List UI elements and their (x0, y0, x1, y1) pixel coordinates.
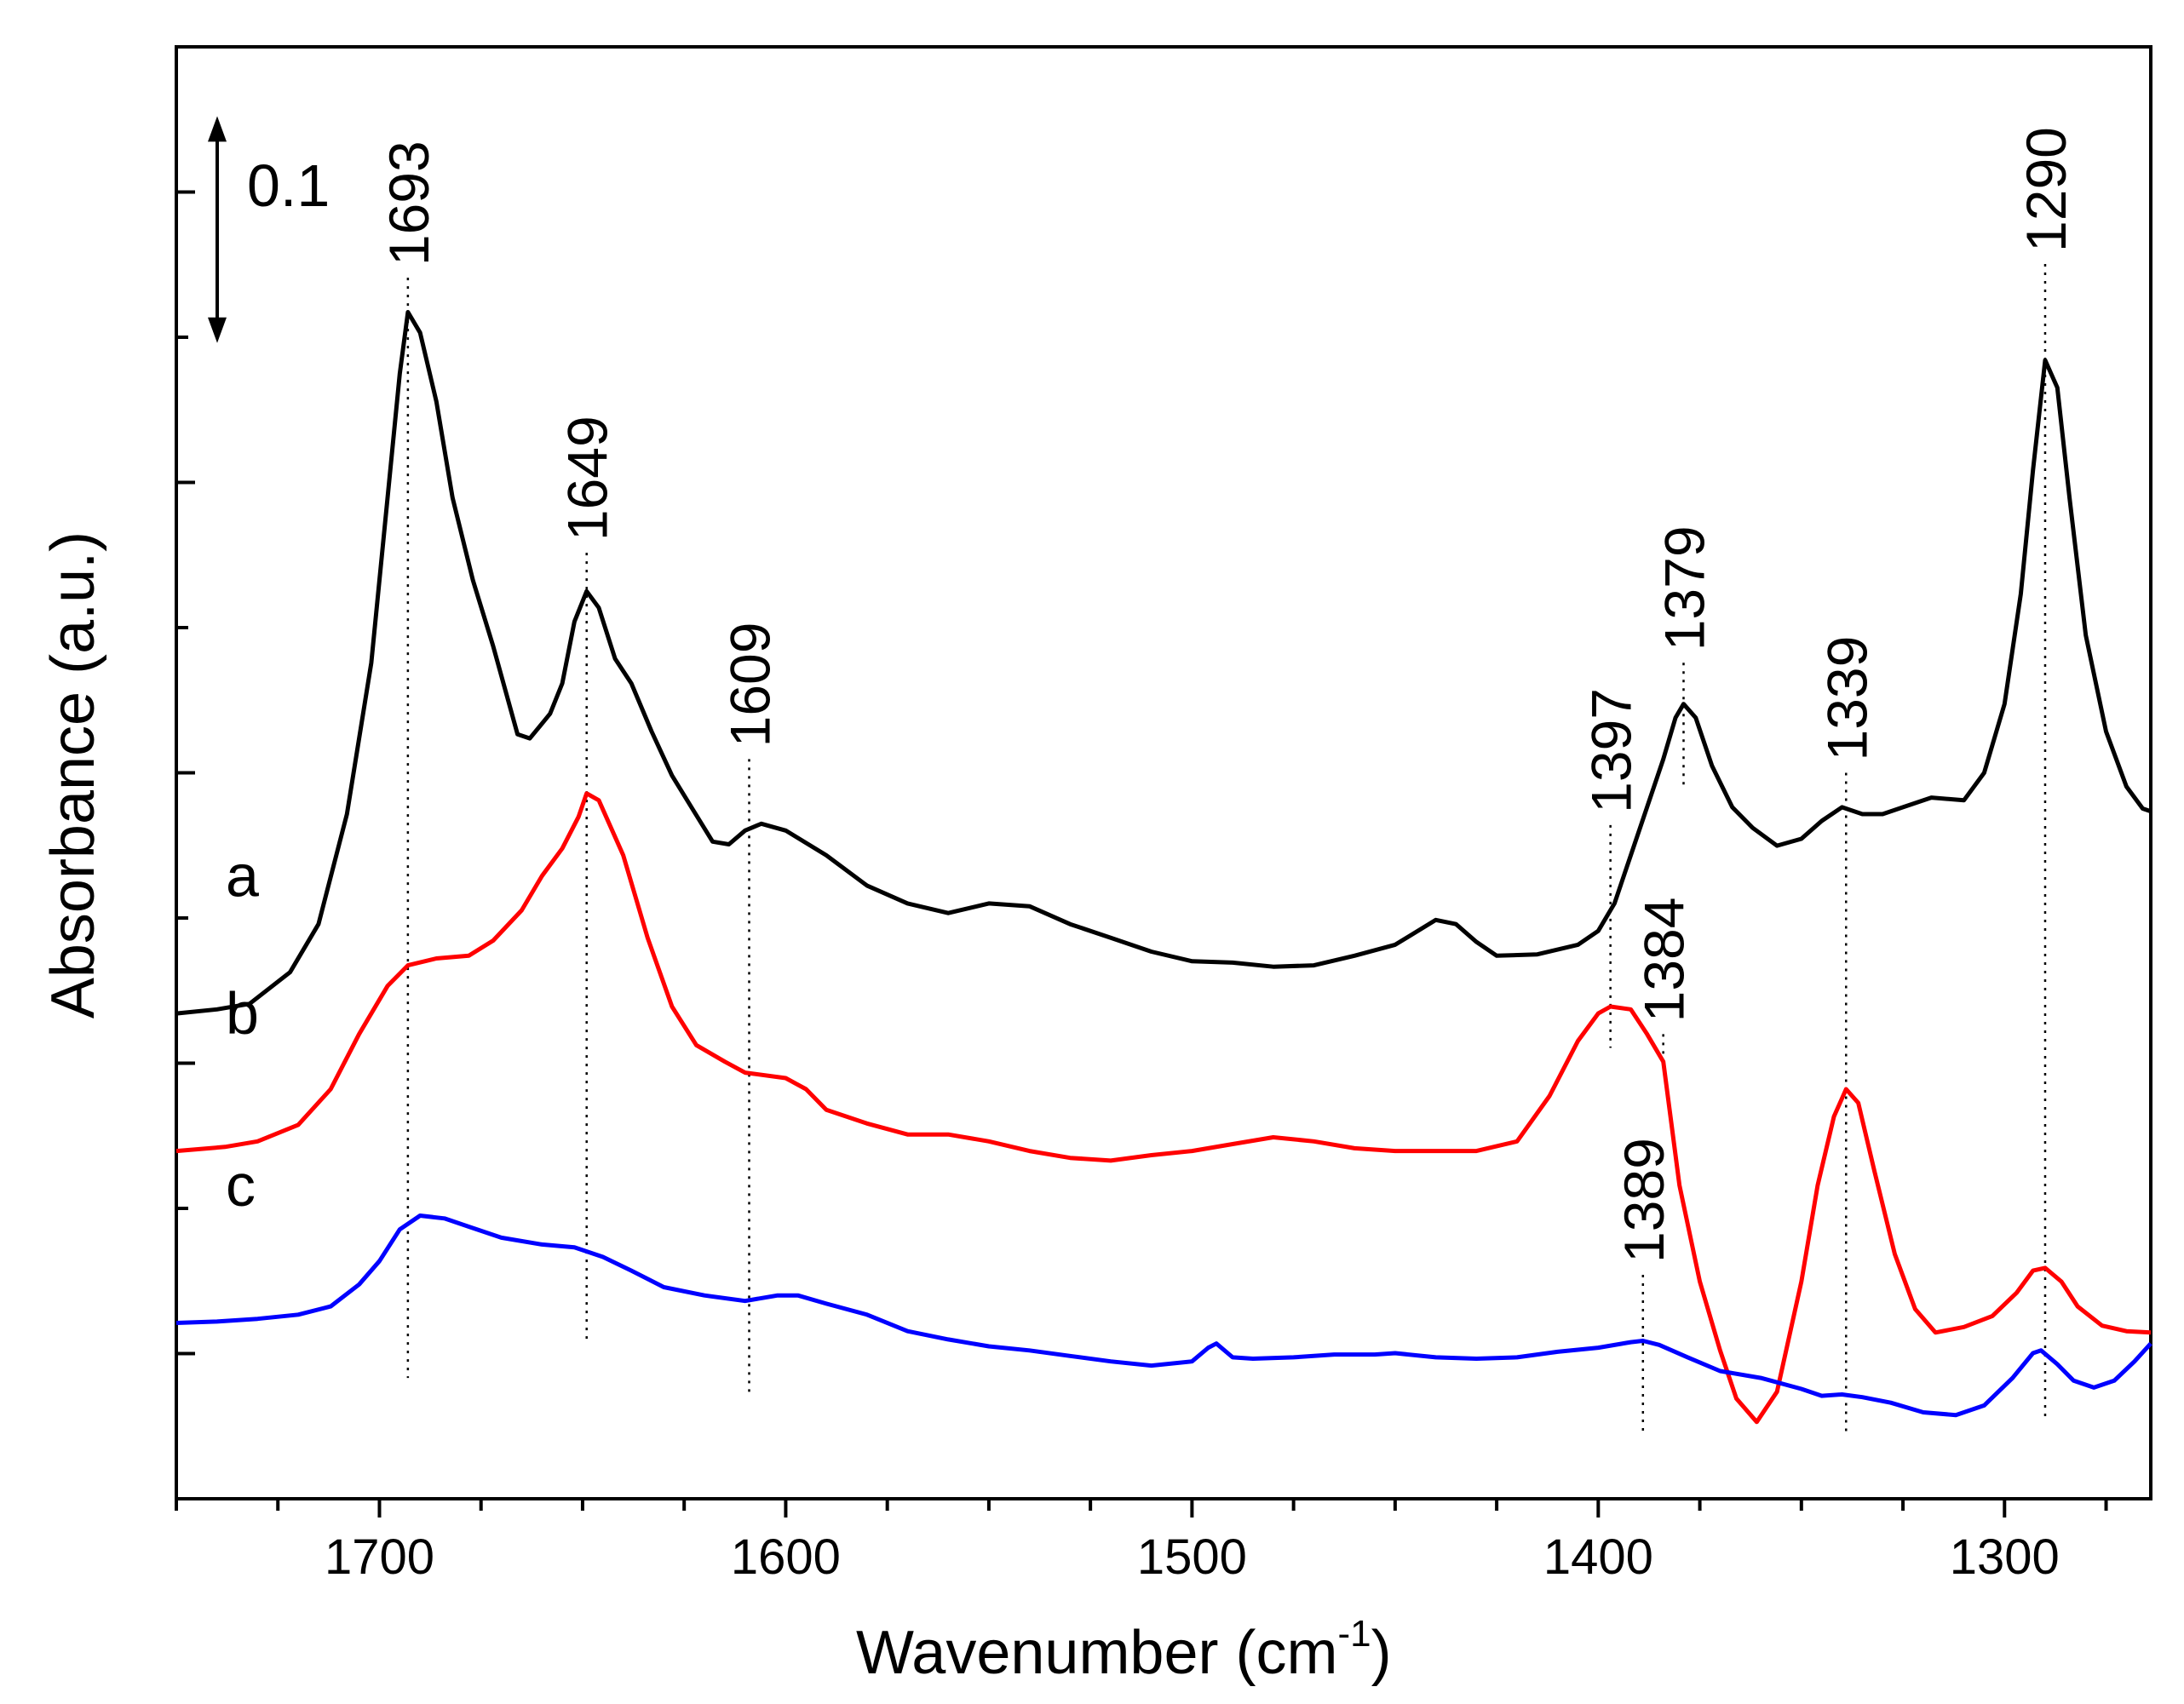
trace-label-b: b (226, 980, 259, 1047)
x-tick-label: 1400 (1543, 1529, 1653, 1585)
x-tick-label: 1500 (1137, 1529, 1247, 1585)
peak-label: 1389 (1612, 1138, 1675, 1263)
x-axis-title-close: ) (1371, 1619, 1392, 1687)
plot-frame (175, 45, 2152, 1500)
annotations: 1693 1649 1609 1397 1384 1379 1339 1389 1290 a b c (226, 127, 2078, 1263)
peak-guide-lines (406, 263, 2047, 1433)
y-axis-title: Absorbance (a.u.) (39, 531, 107, 1018)
peak-label: 1609 (719, 623, 782, 748)
peak-label: 1290 (2014, 127, 2078, 252)
scale-bar: 0.1 (208, 116, 330, 343)
x-axis-title-main: Wavenumber (cm (856, 1619, 1337, 1687)
series-line-a (175, 310, 2152, 1016)
scale-bar-arrow-down-icon (208, 317, 227, 343)
peak-label: 1379 (1653, 525, 1716, 651)
peak-label: 1649 (556, 416, 619, 541)
peak-label: 1339 (1815, 636, 1878, 761)
x-axis-title-superscript: -1 (1337, 1613, 1371, 1655)
x-axis-title: Wavenumber (cm-1) (856, 1613, 1392, 1687)
scale-bar-arrow-up-icon (208, 116, 227, 142)
x-tick-label: 1600 (731, 1529, 841, 1585)
peak-label: 1397 (1580, 688, 1643, 813)
scale-bar-label: 0.1 (247, 152, 330, 219)
spectra (175, 310, 2152, 1425)
series-line-b (175, 791, 2152, 1425)
x-tick-label: 1700 (325, 1529, 434, 1585)
trace-label-c: c (226, 1152, 256, 1219)
trace-label-a: a (226, 843, 259, 909)
x-tick-label: 1300 (1950, 1529, 2060, 1585)
peak-label: 1693 (377, 141, 440, 266)
peak-label: 1384 (1633, 898, 1696, 1023)
series-line-c (175, 1213, 2152, 1418)
axes: 1700 1600 1500 1400 1300 (175, 45, 2108, 1585)
